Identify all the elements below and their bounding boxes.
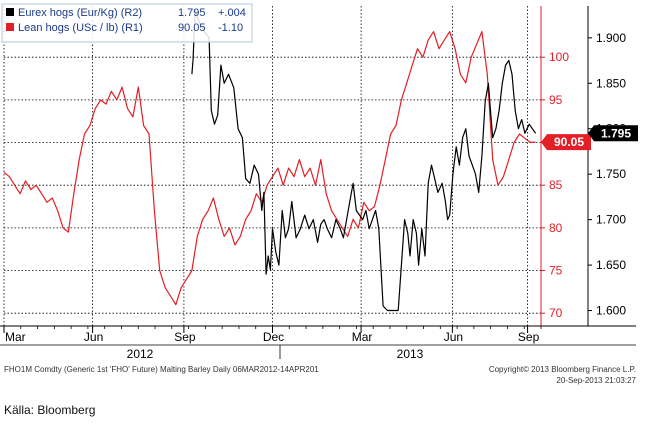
legend: Eurex hogs (Eur/Kg) (R2) 1.795 +.004 Lean h… — [1, 3, 253, 43]
legend-entry-label: Lean hogs (USc / lb) (R1) — [18, 22, 143, 34]
x-axis-tick-label: Dec — [263, 330, 284, 344]
x-axis-tick-label: Mar — [352, 330, 373, 344]
grid-lines — [3, 6, 541, 326]
right-axis-tick-label: 1.700 — [596, 213, 626, 227]
legend-entry-change: +.004 — [218, 7, 246, 19]
series-lines — [3, 9, 537, 312]
left-axis-tick-label: 100 — [549, 50, 569, 64]
legend-entry-value: 90.05 — [178, 22, 206, 34]
footer: FHO1M Comdty (Generic 1st 'FHO' Future) … — [4, 365, 637, 385]
legend-swatch — [6, 8, 14, 16]
source-caption: Källa: Bloomberg — [4, 403, 95, 417]
right-axis-tick-label: 1.850 — [596, 76, 626, 90]
year-label: 2013 — [397, 347, 424, 361]
x-axis-tick-label: Sep — [518, 330, 540, 344]
legend-entry-value: 1.795 — [178, 7, 206, 19]
left-axis-tick-label: 75 — [549, 264, 563, 278]
eurex-hogs-last-value-label: 1.795 — [601, 126, 631, 140]
last-value-tags: 90.05 1.795 — [541, 125, 638, 151]
legend-box — [1, 3, 253, 43]
legend-entry-change: -1.10 — [218, 22, 243, 34]
right-axis-tick-label: 1.900 — [596, 31, 626, 45]
eurex-hogs-last-value-tag — [588, 125, 638, 142]
eurex-hogs-series-line — [191, 9, 537, 312]
x-axis-tick-label: Jun — [444, 330, 463, 344]
left-axis-tick-label: 95 — [549, 93, 563, 107]
x-axis-tick-label: Jun — [84, 330, 103, 344]
footer-left-text: FHO1M Comdty (Generic 1st 'FHO' Future) … — [4, 365, 319, 374]
right-axis-tick-label: 1.600 — [596, 304, 626, 318]
legend-entry-label: Eurex hogs (Eur/Kg) (R2) — [18, 7, 142, 19]
left-axis-tick-label: 70 — [549, 306, 563, 320]
footer-right-text-2: 20-Sep-2013 21:03:27 — [556, 376, 636, 385]
legend-swatch — [6, 23, 14, 31]
right-axis-tick-label: 1.750 — [596, 167, 626, 181]
lean-hogs-last-value-tag — [541, 134, 591, 151]
lean-hogs-series-line — [3, 31, 536, 306]
x-axis-tick-label: Mar — [5, 330, 26, 344]
x-axis-tick-label: Sep — [174, 330, 196, 344]
left-axis-tick-label: 80 — [549, 221, 563, 235]
lean-hogs-last-value-label: 90.05 — [554, 135, 584, 149]
right-axis-tick-label: 1.650 — [596, 258, 626, 272]
axes: 1009590858075701.9001.8501.8001.7501.700… — [0, 6, 636, 361]
year-label: 2012 — [127, 347, 154, 361]
left-axis-tick-label: 85 — [549, 178, 563, 192]
footer-right-text-1: Copyright© 2013 Bloomberg Finance L.P. — [489, 365, 636, 374]
